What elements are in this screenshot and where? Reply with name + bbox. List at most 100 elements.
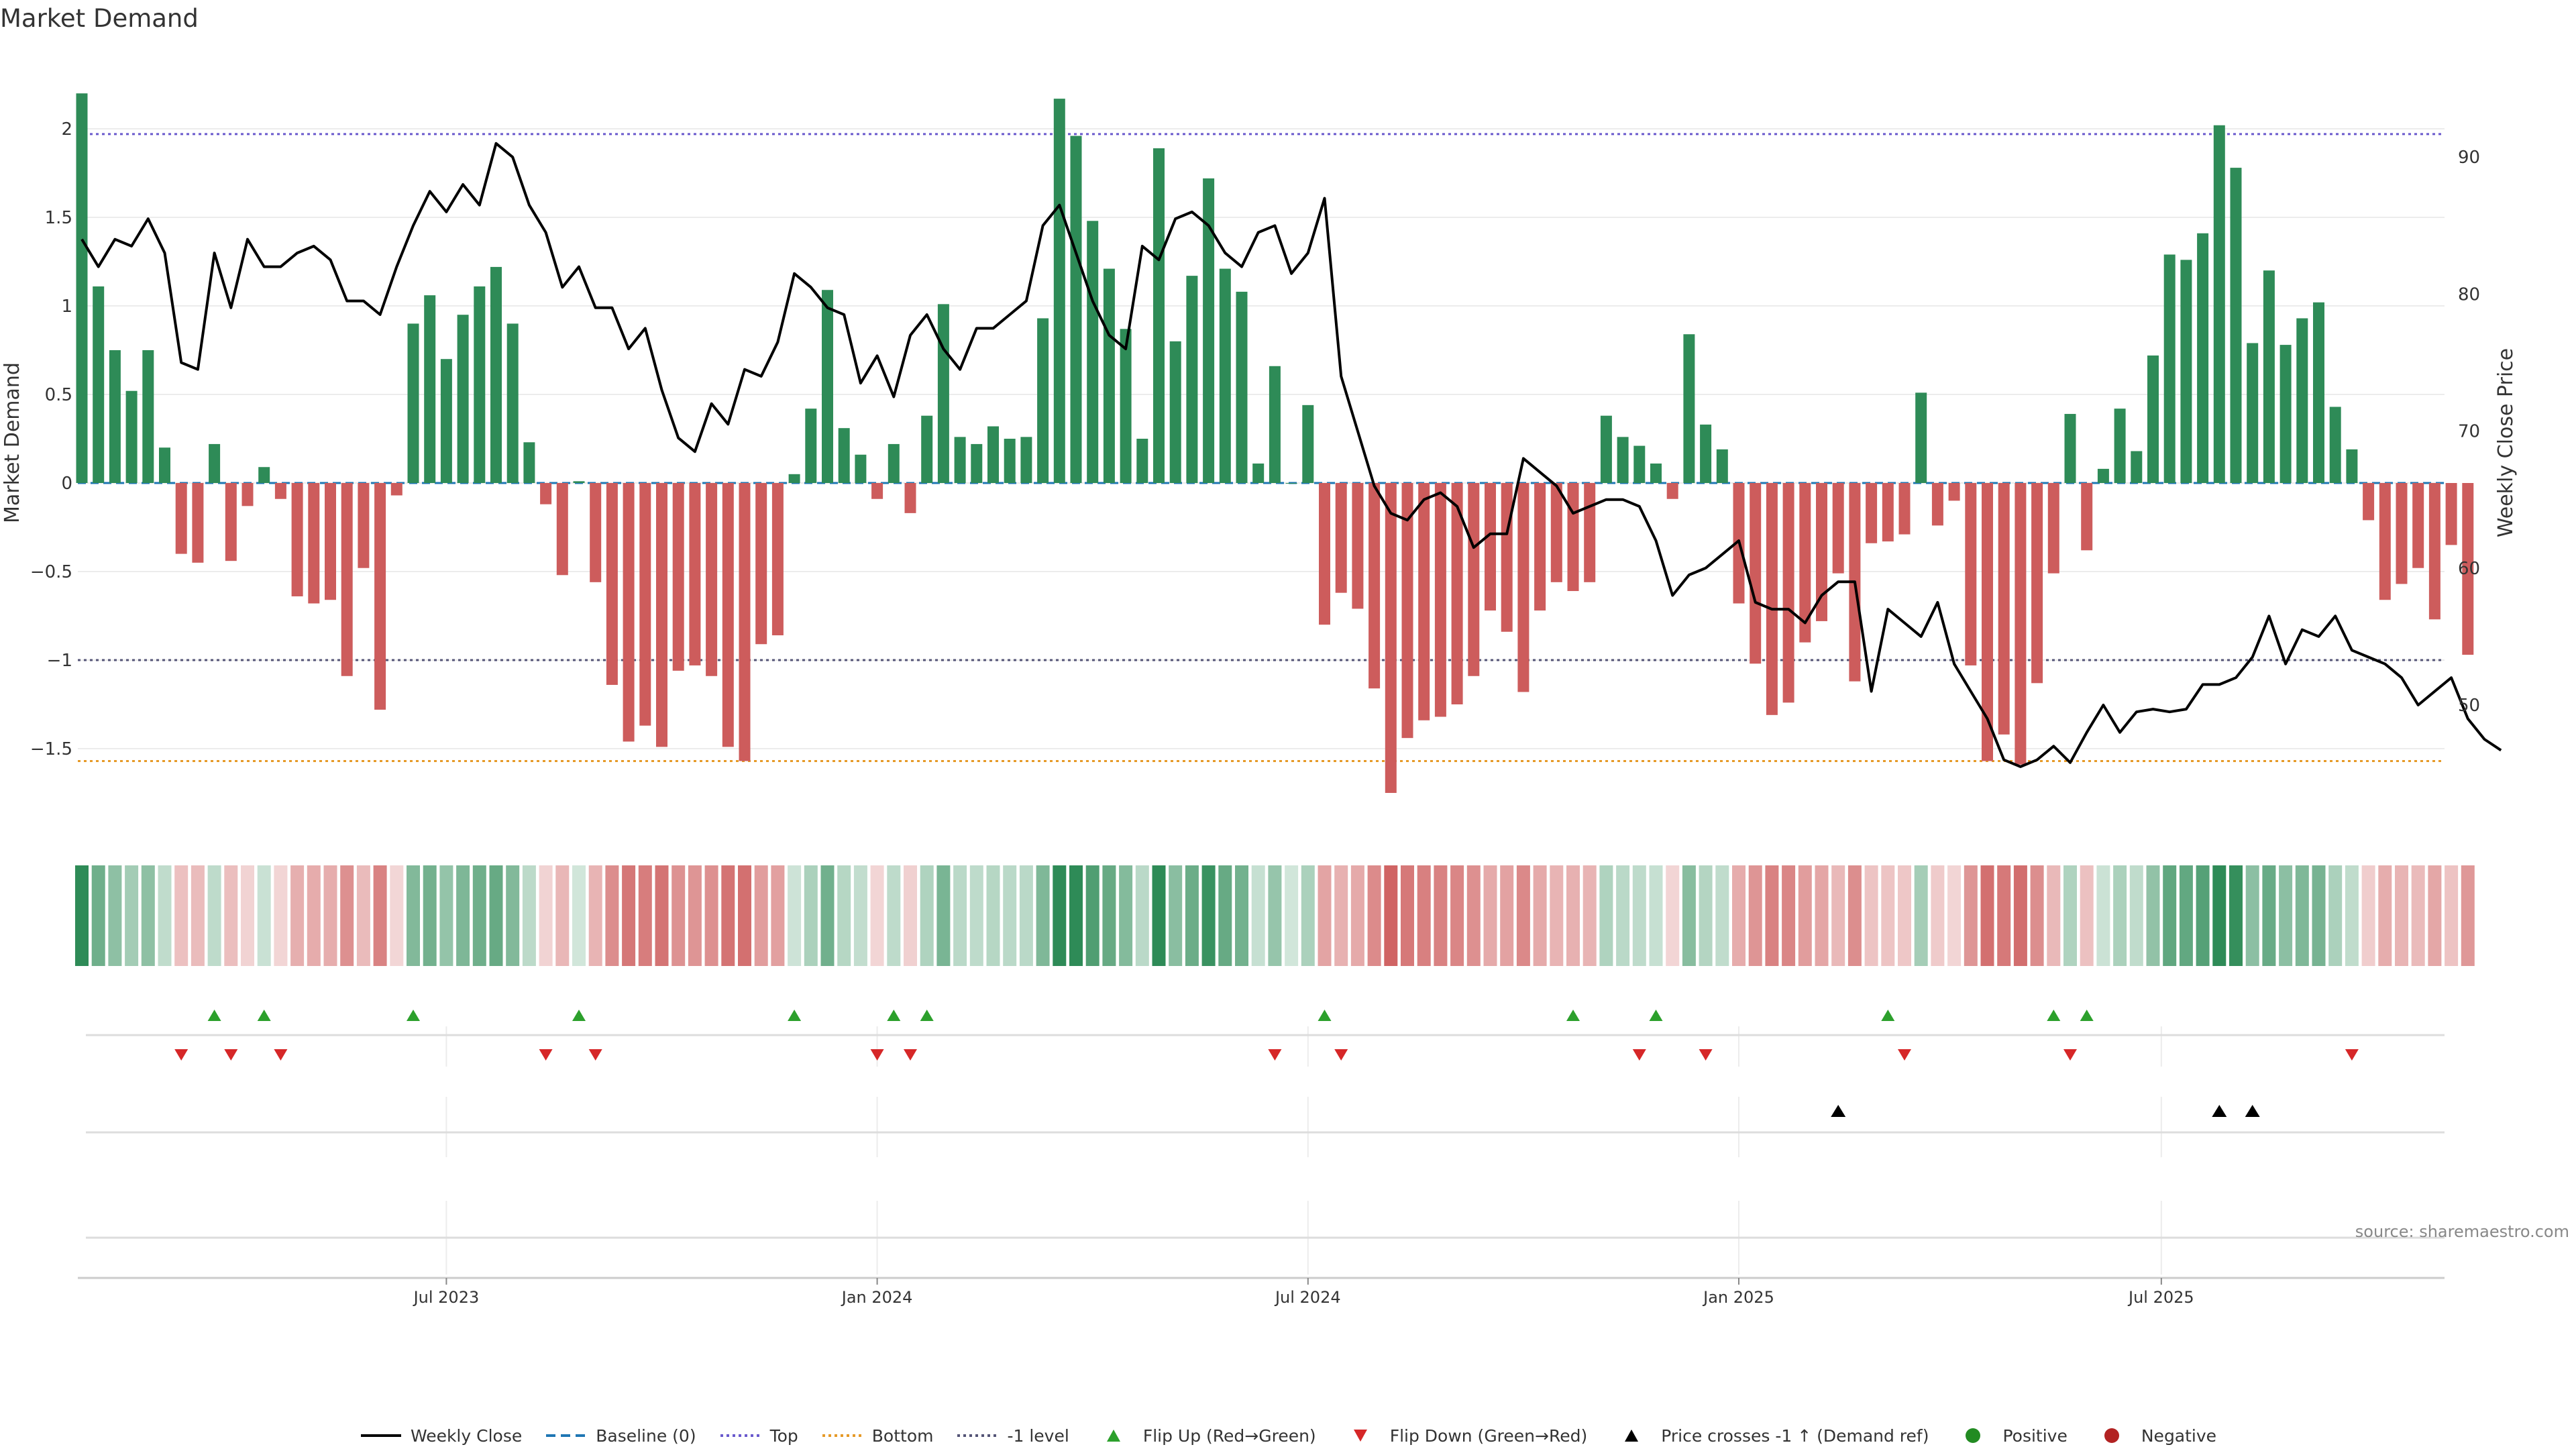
flip-up-marker — [1881, 1010, 1895, 1021]
heat-cell — [1632, 865, 1646, 966]
demand-bar — [1169, 341, 1181, 483]
heat-cell — [1765, 865, 1779, 966]
triangle-up-icon — [1106, 1430, 1120, 1442]
demand-bar — [540, 483, 552, 504]
heat-cell — [2312, 865, 2326, 966]
demand-bar — [1982, 483, 1993, 761]
flip-down-marker — [1699, 1049, 1713, 1061]
price-cross-marker — [2245, 1105, 2260, 1117]
heat-cell — [2179, 865, 2193, 966]
demand-bar — [209, 443, 221, 483]
heat-cell — [1434, 865, 1448, 966]
demand-heat-strip — [75, 865, 2475, 966]
demand-bar — [109, 350, 121, 483]
demand-bar — [192, 483, 204, 563]
heat-cell — [2345, 865, 2359, 966]
heat-cell — [2229, 865, 2243, 966]
flip-up-marker — [407, 1010, 420, 1021]
demand-bar — [308, 483, 320, 604]
demand-bar — [1004, 439, 1016, 483]
dotted-line-icon — [822, 1434, 863, 1437]
demand-bar — [1302, 405, 1314, 483]
dashed-line-icon — [546, 1434, 587, 1437]
flip-up-marker — [572, 1010, 586, 1021]
source-text: source: sharemaestro.com — [2355, 1222, 2569, 1241]
legend-item-flipup: Flip Up (Red→Green) — [1092, 1426, 1316, 1446]
heat-cell — [2279, 865, 2293, 966]
flip-up-marker — [2047, 1010, 2061, 1021]
heat-cell — [141, 865, 155, 966]
demand-bar — [1832, 483, 1844, 574]
heat-cell — [1898, 865, 1911, 966]
flip-down-marker — [2063, 1049, 2077, 1061]
demand-bar — [954, 437, 966, 483]
heat-cell — [1268, 865, 1282, 966]
demand-bar — [771, 483, 784, 636]
demand-bar — [2081, 483, 2093, 551]
weekly-close-line — [80, 142, 2502, 768]
demand-bar — [606, 483, 618, 685]
demand-bar — [672, 483, 684, 671]
heat-cell — [1732, 865, 1746, 966]
demand-bar — [274, 483, 286, 499]
demand-bar — [1567, 483, 1579, 592]
demand-bar — [2279, 345, 2292, 483]
legend-label: Flip Up (Red→Green) — [1142, 1426, 1316, 1446]
heat-cell — [2113, 865, 2127, 966]
legend-label: Negative — [2141, 1426, 2217, 1446]
heat-cell — [290, 865, 305, 966]
heat-cell — [75, 865, 89, 966]
x-tick-label: Jan 2025 — [1702, 1288, 1774, 1307]
x-tick-label: Jul 2025 — [2127, 1288, 2194, 1307]
heat-cell — [1666, 865, 1680, 966]
flip-down-marker — [588, 1049, 602, 1061]
line-icon — [360, 1434, 401, 1437]
heat-cell — [108, 865, 122, 966]
heat-cell — [853, 865, 867, 966]
heat-cell — [2262, 865, 2276, 966]
demand-bar — [2213, 125, 2225, 484]
heat-cell — [2163, 865, 2177, 966]
heat-cell — [688, 865, 702, 966]
heat-cell — [638, 865, 652, 966]
heat-cell — [2063, 865, 2077, 966]
demand-bar — [1186, 276, 1198, 483]
flip-markers — [86, 1010, 2445, 1061]
demand-bar — [1766, 483, 1778, 715]
demand-bar — [2445, 483, 2457, 545]
axes: −1.5 −1 −0.5 0 0.5 1 1.5 2 50 60 70 80 90 Market Dema… — [1, 119, 2518, 759]
demand-bar — [1915, 392, 1927, 483]
heat-cell — [1798, 865, 1812, 966]
flip-down-marker — [174, 1049, 189, 1061]
heat-cell — [1649, 865, 1663, 966]
y-tick-label: −0.5 — [30, 562, 72, 582]
demand-bar — [2097, 468, 2109, 483]
demand-bar — [440, 359, 452, 483]
flip-down-marker — [274, 1049, 288, 1061]
heat-cell — [804, 865, 818, 966]
heat-cell — [1334, 865, 1348, 966]
demand-bar — [1683, 334, 1695, 483]
demand-bar — [1203, 178, 1215, 483]
heat-cell — [2445, 865, 2459, 966]
heat-cell — [207, 865, 221, 966]
demand-bar — [76, 93, 88, 483]
flip-down-marker — [539, 1049, 553, 1061]
heat-cell — [904, 865, 917, 966]
heat-cell — [936, 865, 951, 966]
demand-bar — [805, 409, 817, 483]
heat-cell — [423, 865, 437, 966]
circle-icon — [2104, 1428, 2119, 1443]
heat-cell — [472, 865, 486, 966]
demand-bar — [755, 483, 767, 645]
demand-bar — [888, 443, 900, 483]
y-tick-label: 0.5 — [45, 385, 72, 405]
heat-cell — [870, 865, 884, 966]
demand-bar — [2230, 168, 2242, 483]
y2-tick-label: 90 — [2458, 148, 2480, 168]
heat-cell — [1053, 865, 1067, 966]
demand-bar — [739, 483, 751, 761]
demand-bar — [2462, 483, 2474, 655]
heat-cell — [1301, 865, 1315, 966]
heat-cell — [1483, 865, 1497, 966]
